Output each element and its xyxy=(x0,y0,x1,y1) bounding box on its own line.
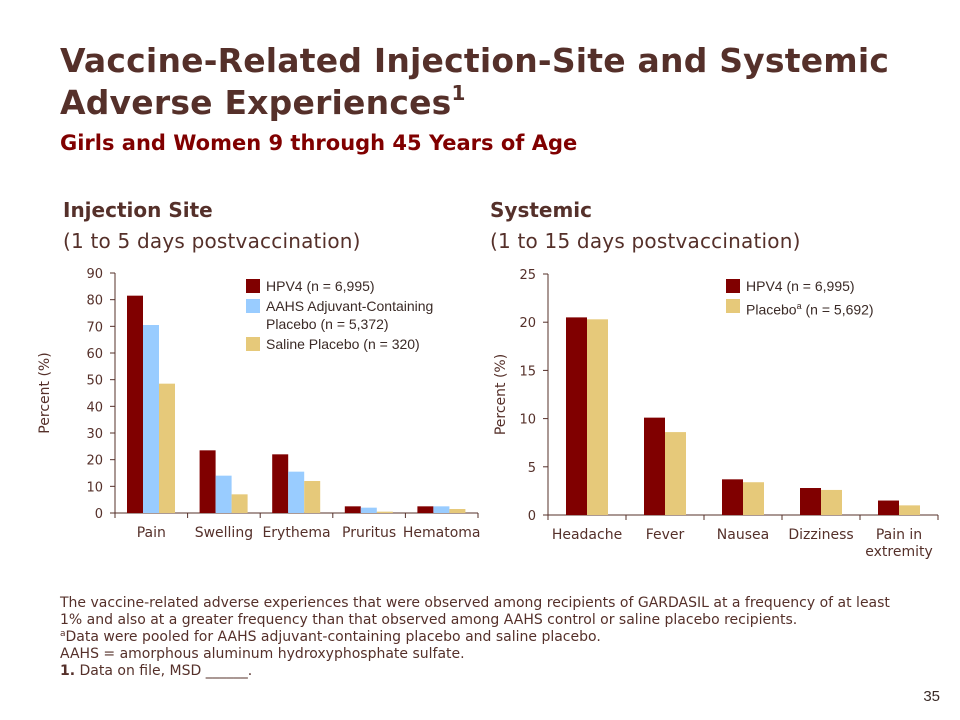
systemic-x-tick-label-pain-in-extremity: Pain in extremity xyxy=(865,527,933,560)
systemic-bar-nausea-series-1 xyxy=(722,479,743,515)
systemic-bar-fever-series-1 xyxy=(644,417,665,515)
legend-label-hpv4-systemic: HPV4 (n = 6,995) xyxy=(746,278,855,294)
legend-label-hpv4: HPV4 (n = 6,995) xyxy=(266,278,375,294)
systemic-bar-dizziness-series-2 xyxy=(821,489,842,515)
injection-bar-hematoma-series-3 xyxy=(449,509,466,513)
legend-swatch-hpv4-systemic xyxy=(726,279,740,293)
slide-subtitle: Girls and Women 9 through 45 Years of Ag… xyxy=(60,131,578,155)
systemic-y-axis-label: Percent (%) xyxy=(493,354,509,435)
injection-bar-pain-series-1 xyxy=(127,295,143,513)
footnote-a-mark: a xyxy=(60,629,66,639)
left-panel-subheading: (1 to 5 days postvaccination) xyxy=(63,229,361,253)
page-number: 35 xyxy=(923,688,940,705)
injection-y-tick-label: 50 xyxy=(86,374,103,389)
right-panel-heading: Systemic xyxy=(490,198,593,222)
injection-y-tick-label: 10 xyxy=(86,480,103,495)
injection-y-tick-label: 20 xyxy=(86,454,103,469)
injection-x-tick-label-erythema: Erythema xyxy=(262,525,330,541)
injection-site-legend: HPV4 (n = 6,995) AAHS Adjuvant-Containin… xyxy=(246,277,466,355)
systemic-x-tick-label-nausea: Nausea xyxy=(717,527,769,543)
systemic-bar-nausea-series-2 xyxy=(743,482,764,515)
legend-item-placebo-systemic: Placeboa (n = 5,692) xyxy=(726,297,926,319)
legend-swatch-placebo-systemic xyxy=(726,299,740,313)
footnote-a-text: Data were pooled for AAHS adjuvant-conta… xyxy=(65,629,601,645)
injection-x-tick-label-pain: Pain xyxy=(137,525,166,541)
slide-title: Vaccine-Related Injection-Site and Syste… xyxy=(60,40,920,124)
systemic-y-tick-label: 15 xyxy=(519,364,536,379)
injection-y-tick-label: 30 xyxy=(86,427,103,442)
legend-label-aahs-placebo-line2: Placebo (n = 5,372) xyxy=(266,316,389,332)
legend-label-aahs-placebo: AAHS Adjuvant-Containing xyxy=(266,298,434,314)
injection-bar-pruritus-series-2 xyxy=(360,507,377,513)
injection-bar-hematoma-series-1 xyxy=(417,506,434,513)
reference-number: 1. xyxy=(60,663,76,679)
injection-bar-pain-series-3 xyxy=(159,383,175,513)
injection-bar-erythema-series-2 xyxy=(288,471,305,513)
title-reference-mark: 1 xyxy=(451,81,466,105)
injection-y-tick-label: 90 xyxy=(86,267,103,282)
systemic-y-tick-label: 25 xyxy=(519,268,536,283)
legend-swatch-aahs-placebo xyxy=(246,299,260,313)
systemic-bar-pain-in-extremity-series-2 xyxy=(899,505,920,515)
systemic-y-tick-label: 10 xyxy=(519,413,536,428)
injection-bar-pain-series-2 xyxy=(143,325,159,513)
legend-item-hpv4: HPV4 (n = 6,995) xyxy=(246,277,466,295)
injection-bar-hematoma-series-2 xyxy=(433,506,450,513)
injection-y-tick-label: 40 xyxy=(86,400,103,415)
injection-x-tick-label-hematoma: Hematoma xyxy=(403,525,480,541)
injection-bar-pruritus-series-3 xyxy=(376,511,393,513)
systemic-bar-pain-in-extremity-series-1 xyxy=(878,500,899,515)
injection-bar-erythema-series-1 xyxy=(272,454,289,513)
injection-x-tick-label-swelling: Swelling xyxy=(195,525,253,541)
injection-x-tick-label-pruritus: Pruritus xyxy=(342,525,396,541)
systemic-y-tick-label: 20 xyxy=(519,316,536,331)
legend-item-hpv4-systemic: HPV4 (n = 6,995) xyxy=(726,277,926,295)
injection-y-tick-label: 60 xyxy=(86,347,103,362)
systemic-x-tick-label-headache: Headache xyxy=(552,527,622,543)
systemic-y-tick-label: 5 xyxy=(528,461,536,476)
injection-bar-erythema-series-3 xyxy=(304,481,321,513)
legend-item-saline-placebo: Saline Placebo (n = 320) xyxy=(246,335,466,353)
legend-label-placebo: Placebo xyxy=(746,301,797,318)
footnote-reference: 1. Data on file, MSD ______. xyxy=(60,663,900,680)
injection-bar-pruritus-series-1 xyxy=(344,506,361,513)
injection-y-tick-label: 80 xyxy=(86,294,103,309)
legend-placebo-footnote-mark: a xyxy=(796,301,802,311)
legend-label-placebo-n: (n = 5,692) xyxy=(801,301,874,318)
systemic-bar-headache-series-2 xyxy=(587,319,608,515)
injection-y-tick-label: 0 xyxy=(95,507,103,522)
injection-bar-swelling-series-1 xyxy=(199,450,216,513)
systemic-bar-dizziness-series-1 xyxy=(800,488,821,515)
reference-text: Data on file, MSD ______. xyxy=(75,663,253,679)
injection-bar-swelling-series-2 xyxy=(215,475,232,513)
slide-title-text: Vaccine-Related Injection-Site and Syste… xyxy=(60,41,890,122)
systemic-y-tick-label: 0 xyxy=(528,509,536,524)
systemic-chart: 0 5 10 15 20 25 Headache Fever Nausea Dizziness Pa… xyxy=(493,268,939,560)
legend-swatch-hpv4 xyxy=(246,279,260,293)
systemic-x-tick-label-dizziness: Dizziness xyxy=(788,527,853,543)
footnote-a: aData were pooled for AAHS adjuvant-cont… xyxy=(60,629,900,646)
legend-item-aahs-placebo: AAHS Adjuvant-Containing Placebo (n = 5,… xyxy=(246,297,466,333)
systemic-x-tick-label-fever: Fever xyxy=(646,527,685,543)
injection-y-tick-label: 70 xyxy=(86,320,103,335)
right-panel-subheading: (1 to 15 days postvaccination) xyxy=(490,229,801,253)
systemic-legend: HPV4 (n = 6,995) Placeboa (n = 5,692) xyxy=(726,277,926,321)
left-panel-heading: Injection Site xyxy=(63,198,213,222)
legend-swatch-saline-placebo xyxy=(246,337,260,351)
systemic-bar-fever-series-2 xyxy=(665,432,686,515)
systemic-bar-headache-series-1 xyxy=(566,317,587,515)
footnote-main: The vaccine-related adverse experiences … xyxy=(60,595,890,628)
injection-site-chart: 0 10 20 30 40 50 60 70 80 90 Pain Swelling Erythema P… xyxy=(37,267,480,541)
footnote-aahs: AAHS = amorphous aluminum hydroxyphospha… xyxy=(60,646,465,662)
footnotes: The vaccine-related adverse experiences … xyxy=(60,595,900,680)
injection-bar-swelling-series-3 xyxy=(231,494,248,513)
legend-label-saline-placebo: Saline Placebo (n = 320) xyxy=(266,336,420,352)
injection-y-axis-label: Percent (%) xyxy=(37,352,53,433)
